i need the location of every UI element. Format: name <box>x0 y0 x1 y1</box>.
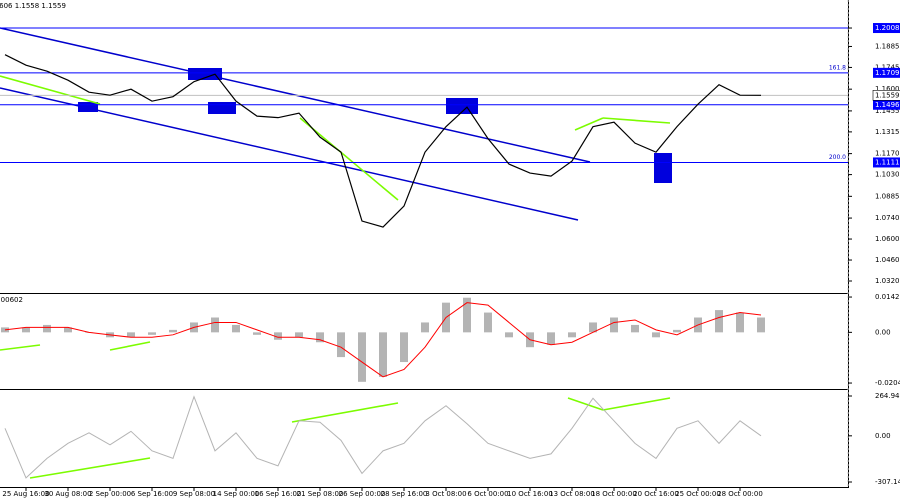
y-tick-label: 1.1885 <box>875 42 900 50</box>
histogram-bar <box>295 332 303 338</box>
x-tick-label: 3 Oct 08:00 <box>425 490 466 498</box>
y-tick-label: 1.0320 <box>875 277 900 285</box>
y-tick-label: -307.1427 <box>875 478 900 486</box>
x-tick-label: 25 Oct 00:00 <box>675 490 721 498</box>
y-tick-label: 1.1170 <box>875 150 900 158</box>
histogram-bar <box>169 329 177 333</box>
level-label: 1.1496 <box>875 101 900 109</box>
y-tick-label: -0.02049 <box>875 379 900 387</box>
y-tick-label: 1.1745 <box>875 63 900 71</box>
y-tick-label: 1.0885 <box>875 192 900 200</box>
x-tick-label: 21 Sep 08:00 <box>297 490 344 498</box>
histogram-bar <box>316 332 324 343</box>
x-tick-label: 16 Sep 16:00 <box>255 490 302 498</box>
histogram-bar <box>358 332 366 382</box>
histogram-bar <box>673 329 681 333</box>
histogram-bar <box>400 332 408 363</box>
histogram-bar <box>253 332 261 335</box>
histogram-bar <box>610 317 618 333</box>
histogram-bar <box>337 332 345 358</box>
y-tick-label: 1.1030 <box>875 171 900 179</box>
histogram-bar <box>631 324 639 333</box>
x-tick-label: 14 Sep 00:00 <box>213 490 260 498</box>
y-tick-label: 1.1315 <box>875 128 900 136</box>
x-tick-label: 10 Oct 16:00 <box>507 490 553 498</box>
histogram-bar <box>505 332 513 338</box>
histogram-bar <box>547 332 555 345</box>
histogram-bar <box>736 312 744 333</box>
x-tick-label: 30 Aug 08:00 <box>44 490 91 498</box>
level-label-bg <box>873 157 900 168</box>
histogram-bar <box>421 322 429 333</box>
histogram-bar <box>715 310 723 333</box>
histogram-bar <box>64 327 72 333</box>
line <box>4 54 762 228</box>
x-tick-label: 28 Sep 16:00 <box>381 490 428 498</box>
y-tick-label: 1.0600 <box>875 235 900 243</box>
histogram-bar <box>22 327 30 333</box>
x-tick-label: 9 Sep 08:00 <box>173 490 215 498</box>
last-price-bg <box>872 90 900 101</box>
histogram-bar <box>568 332 576 338</box>
level-label-bg <box>873 99 900 110</box>
histogram-bar <box>43 324 51 333</box>
histogram-bar <box>484 312 492 333</box>
indicator-header: 0.00602 <box>0 296 23 304</box>
histogram-bar <box>211 317 219 333</box>
y-tick-label: 0.00 <box>875 432 891 440</box>
line <box>4 302 762 378</box>
x-tick-label: 6 Sep 16:00 <box>131 490 173 498</box>
level-note: 161.8 <box>829 64 846 71</box>
y-tick-label: 264.9492 <box>875 392 900 400</box>
x-tick-label: 25 Aug 16:00 <box>2 490 49 498</box>
x-tick-label: 26 Sep 00:00 <box>339 490 386 498</box>
x-tick-label: 20 Oct 16:00 <box>633 490 679 498</box>
last-price-label: 1.1559 <box>875 91 900 99</box>
level-label: 1.1709 <box>875 69 900 77</box>
x-tick-label: 28 Oct 00:00 <box>717 490 763 498</box>
divergence-lines <box>0 75 671 479</box>
histogram-bar <box>652 332 660 338</box>
level-label-bg <box>873 67 900 78</box>
y-tick-label: 0.00 <box>875 328 891 336</box>
y-tick-label: 1.1455 <box>875 107 900 115</box>
histogram-bar <box>589 322 597 333</box>
histogram-bar <box>274 332 282 340</box>
level-label: 1.2008 <box>875 24 900 32</box>
zones <box>78 68 672 183</box>
histogram-bar <box>463 297 471 333</box>
y-tick-label: 1.0460 <box>875 256 900 264</box>
histogram-bar <box>232 324 240 333</box>
x-tick-label: 13 Oct 08:00 <box>549 490 595 498</box>
level-label-bg <box>873 23 900 34</box>
y-tick-label: 1.1600 <box>875 85 900 93</box>
x-tick-label: 6 Oct 00:00 <box>467 490 508 498</box>
x-tick-label: 18 Oct 00:00 <box>591 490 637 498</box>
line <box>4 395 762 479</box>
level-label: 1.1111 <box>875 158 900 166</box>
histogram-bar <box>148 332 156 335</box>
histogram-bar <box>379 332 387 377</box>
indicator-header: 1.1606 1.1558 1.1559 <box>0 2 66 10</box>
histogram-bar <box>757 317 765 333</box>
y-tick-label: 0.01427 <box>875 293 900 301</box>
y-tick-label: 1.0740 <box>875 214 900 222</box>
level-note: 200.0 <box>829 154 846 161</box>
x-tick-label: 2 Sep 00:00 <box>89 490 131 498</box>
histogram-bar <box>127 332 135 338</box>
